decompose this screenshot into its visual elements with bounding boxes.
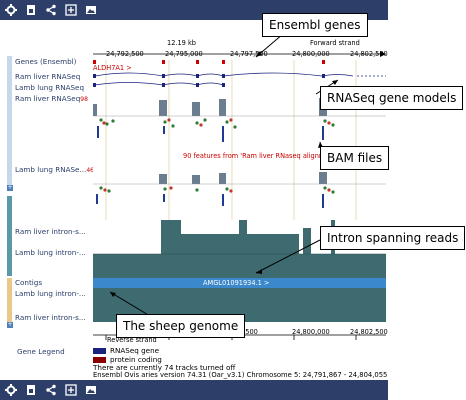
callout-intron-spanning-reads: Intron spanning reads (320, 226, 466, 250)
contig-bar[interactable] (93, 278, 386, 288)
intron-spanning-reads[interactable] (93, 220, 386, 280)
ruler-tick: 24,795,000 (165, 50, 203, 58)
track-group-strip (7, 278, 12, 324)
track-label-ram-liver-bam: Ram liver RNASeq98 (15, 94, 101, 104)
ruler-tick: 24,800,000 (292, 50, 330, 58)
forward-strand-label: Forward strand (308, 39, 362, 47)
feature-count: 46 (86, 167, 94, 174)
ruler-tick: 24,792,500 (106, 50, 144, 58)
legend-swatch (93, 357, 106, 363)
ruler-tick: 24,797,500 (230, 50, 268, 58)
track-group-strip (7, 196, 12, 276)
feature-count: 98 (80, 96, 88, 103)
callout-ensembl-genes: Ensembl genes (262, 13, 368, 37)
export-icon[interactable] (24, 3, 38, 17)
ensembl-version: Ensembl Ovis aries version 74.31 (Oar_v3… (93, 371, 388, 379)
scale-length: 12.19 kb (165, 39, 198, 47)
features-note: 90 features from 'Ram liver RNaseq align… (183, 152, 326, 160)
legend-swatch (93, 348, 106, 354)
reverse-strand-label: Reverse strand (107, 336, 157, 344)
image-icon[interactable] (84, 3, 98, 17)
gene-legend-title: Gene Legend (17, 347, 65, 356)
track-label-lamb-lung-rnaseq: Lamb lung RNASeq (15, 83, 85, 92)
tracks-off-note: There are currently 74 tracks turned off (93, 363, 236, 372)
callout-bam-files: BAM files (320, 146, 390, 170)
bottom-toolbar (0, 380, 388, 400)
track-group-strip (7, 102, 12, 190)
bam-coverage-lamb-lung[interactable] (93, 168, 386, 216)
legend-item: RNASeq gene (93, 346, 159, 355)
callout-sheep-genome: The sheep genome (116, 314, 246, 338)
export-icon[interactable] (24, 383, 38, 397)
image-icon[interactable] (84, 383, 98, 397)
track-label-genes: Genes (Ensembl) (15, 57, 77, 66)
track-group-strip (7, 56, 12, 102)
track-label-text: Lamb lung RNASe... (15, 165, 87, 174)
track-label-ram-liver-intron: Ram liver intron-s... (15, 227, 86, 236)
ruler-tick: 24,802,500 (350, 50, 388, 58)
gene-label-aldh7a1[interactable]: ALDH7A1 > (93, 64, 132, 72)
share-icon[interactable] (44, 383, 58, 397)
track-label-contigs: Contigs (15, 278, 43, 287)
track-label-lamb-lung-intron-2: Lamb lung intron-... (15, 289, 86, 298)
gear-icon[interactable] (4, 383, 18, 397)
track-label-ram-liver-rnaseq: Ram liver RNASeq (15, 72, 81, 81)
ruler-tick: 24,800,000 (292, 328, 330, 336)
resize-icon[interactable] (64, 383, 78, 397)
callout-rnaseq-gene-models: RNASeq gene models (320, 86, 464, 110)
expand-handle[interactable]: + (7, 184, 13, 191)
legend-label: RNASeq gene (110, 346, 160, 355)
legend-item: protein coding (93, 355, 162, 364)
share-icon[interactable] (44, 3, 58, 17)
scale-bar (93, 42, 386, 57)
ruler-tick: 7,500 (239, 328, 258, 336)
track-label-ram-liver-intron-2: Ram liver intron-s... (15, 313, 86, 322)
ruler-tick: 24,802,500 (350, 328, 388, 336)
gear-icon[interactable] (4, 3, 18, 17)
expand-handle[interactable]: + (7, 321, 13, 328)
legend-label: protein coding (110, 355, 162, 364)
contig-label: AMGL01091934.1 > (203, 279, 270, 287)
resize-icon[interactable] (64, 3, 78, 17)
track-label-lamb-lung-intron: Lamb lung intron-... (15, 248, 86, 257)
track-label-text: Ram liver RNASeq (15, 94, 81, 103)
rnaseq-gene-models[interactable] (93, 72, 386, 92)
track-label-lamb-lung-bam: Lamb lung RNASe...46 (15, 165, 101, 175)
